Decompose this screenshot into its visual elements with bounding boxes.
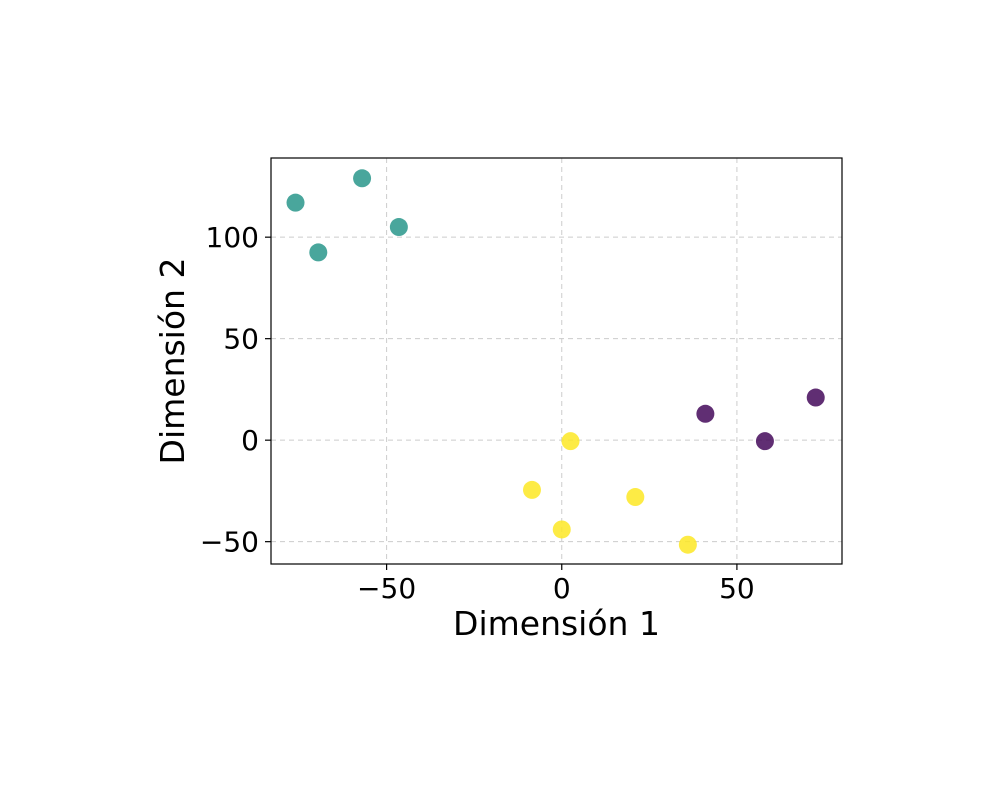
y-tick-label: 0	[241, 424, 259, 457]
data-point	[353, 169, 372, 188]
data-point	[806, 388, 825, 407]
axis-ticks: −50 0 50 −50 0 50 100	[200, 221, 755, 605]
y-tick-label: 100	[206, 221, 259, 254]
data-point	[552, 520, 571, 539]
data-point	[561, 432, 580, 451]
x-tick-label: 50	[719, 572, 755, 605]
data-points	[286, 169, 825, 554]
data-point	[678, 535, 697, 554]
data-point	[522, 480, 541, 499]
data-point	[309, 243, 328, 262]
data-point	[286, 193, 305, 212]
data-point	[755, 432, 774, 451]
x-tick-label: 0	[553, 572, 571, 605]
x-tick-label: −50	[357, 572, 416, 605]
y-tick-label: −50	[200, 526, 259, 559]
data-point	[626, 488, 645, 507]
data-point	[696, 404, 715, 423]
x-axis-title: Dimensión 1	[453, 604, 660, 643]
y-axis-title: Dimensión 2	[153, 258, 192, 465]
data-point	[389, 218, 408, 237]
grid-lines	[271, 158, 842, 564]
y-tick-label: 50	[223, 323, 259, 356]
plot-frame	[270, 157, 843, 565]
